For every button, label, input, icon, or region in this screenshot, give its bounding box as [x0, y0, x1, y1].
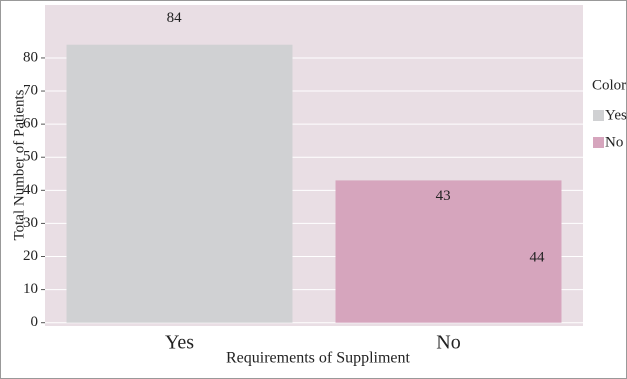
y-tick-label: 0	[31, 314, 39, 330]
legend-swatch	[593, 137, 604, 148]
y-tick-label: 30	[23, 215, 38, 231]
x-axis-title: Requirements of Suppliment	[226, 350, 411, 367]
bar	[335, 180, 562, 323]
legend-swatch	[593, 110, 604, 121]
legend-label: No	[605, 134, 623, 150]
y-tick-label: 80	[23, 49, 38, 65]
annotation: 44	[530, 249, 546, 265]
y-tick-label: 10	[23, 281, 38, 297]
y-tick-label: 50	[23, 149, 38, 165]
x-tick-label: No	[436, 332, 460, 354]
x-tick-label: Yes	[165, 332, 194, 354]
value-label: 43	[436, 188, 451, 204]
bar	[66, 44, 293, 323]
y-tick-label: 70	[23, 82, 38, 98]
legend-label: Yes	[605, 107, 627, 123]
legend-title: Color	[592, 77, 626, 93]
y-axis-title: Total Number of Patients	[11, 89, 27, 240]
y-tick-label: 20	[23, 248, 38, 264]
y-tick-label: 40	[23, 182, 38, 198]
y-tick-label: 60	[23, 116, 38, 132]
value-label: 84	[167, 10, 183, 26]
